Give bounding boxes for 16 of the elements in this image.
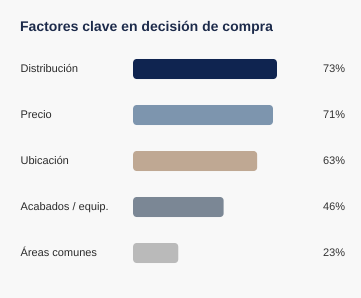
bar <box>133 196 224 218</box>
y-tick-label: Ubicación <box>20 155 69 167</box>
y-tick-label: Acabados / equip. <box>20 201 109 213</box>
bar <box>133 58 277 80</box>
y-tick-label: Precio <box>20 109 52 121</box>
chart-title: Factores clave en decisión de compra <box>20 18 274 34</box>
data-label: 46% <box>322 201 346 213</box>
y-tick-label: Distribución <box>20 63 78 75</box>
bar <box>133 104 274 126</box>
data-label: 23% <box>322 247 346 259</box>
bar <box>133 242 178 264</box>
y-tick-label: Áreas comunes <box>20 246 98 259</box>
data-label: 63% <box>322 155 346 167</box>
bar <box>133 150 258 172</box>
data-label: 71% <box>322 109 346 121</box>
data-label: 73% <box>322 63 346 75</box>
